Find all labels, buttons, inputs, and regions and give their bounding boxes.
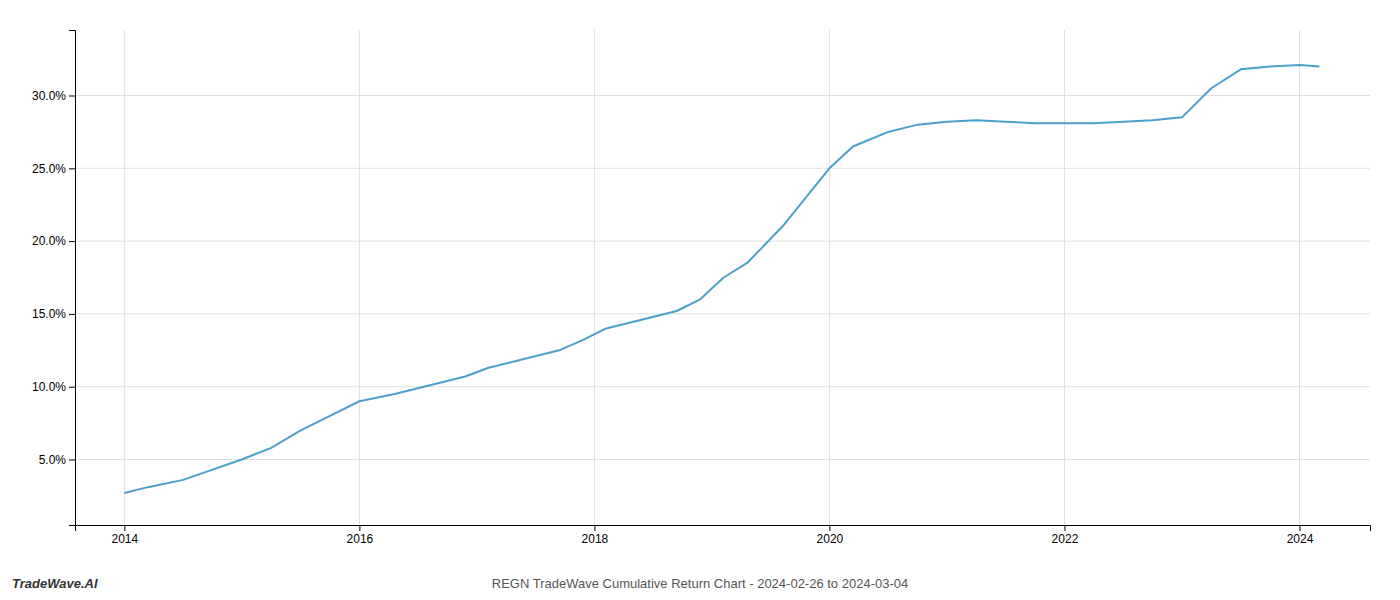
- grid-line: [75, 241, 1370, 242]
- tick-label: 15.0%: [32, 307, 66, 321]
- tick-mark: [69, 387, 75, 388]
- tick-label: 25.0%: [32, 162, 66, 176]
- tick-mark: [1064, 525, 1065, 531]
- tick-mark: [594, 525, 595, 531]
- tick-label: 2018: [582, 532, 609, 546]
- tick-label: 10.0%: [32, 380, 66, 394]
- tick: 25.0%: [32, 162, 75, 176]
- tick-label: 2014: [112, 532, 139, 546]
- tick: 2024: [1287, 525, 1314, 546]
- tick-label: 2022: [1052, 532, 1079, 546]
- tick: 30.0%: [32, 89, 75, 103]
- tick-label: 2016: [347, 532, 374, 546]
- tick: 2018: [582, 525, 609, 546]
- y-axis: 5.0% 10.0% 15.0% 20.0% 25.0% 30.0%: [32, 31, 76, 526]
- grid-line: [594, 30, 595, 525]
- grid-line: [1299, 30, 1300, 525]
- axis-line: [76, 526, 1371, 532]
- tick: 5.0%: [39, 453, 75, 467]
- tick: 20.0%: [32, 234, 75, 248]
- tick-mark: [69, 168, 75, 169]
- tick: 2020: [817, 525, 844, 546]
- grid: [75, 30, 1370, 525]
- tick-mark: [359, 525, 360, 531]
- grid-line: [829, 30, 830, 525]
- marks: [124, 65, 1319, 493]
- tick: 15.0%: [32, 307, 75, 321]
- tick-label: 20.0%: [32, 234, 66, 248]
- axis-line: [69, 31, 76, 526]
- tick-label: 5.0%: [39, 453, 67, 467]
- tick-mark: [69, 241, 75, 242]
- tick: 2014: [112, 525, 139, 546]
- tick-label: 2020: [817, 532, 844, 546]
- title: REGN TradeWave Cumulative Return Chart -…: [492, 576, 908, 591]
- grid-line: [124, 30, 125, 525]
- grid-line: [359, 30, 360, 525]
- tick: 2016: [347, 525, 374, 546]
- annotation: TradeWave.AI: [12, 576, 98, 591]
- tick-mark: [829, 525, 830, 531]
- line: [124, 65, 1319, 493]
- tick-mark: [69, 314, 75, 315]
- tick-label: 2024: [1287, 532, 1314, 546]
- grid-line: [1064, 30, 1065, 525]
- tick-mark: [124, 525, 125, 531]
- chart: 2014 2016 2018 2020 2022 2024 5.0% 10.0% 15.0% 20…: [0, 0, 1400, 600]
- tick-label: 30.0%: [32, 89, 66, 103]
- tick: 2022: [1052, 525, 1079, 546]
- grid-line: [75, 313, 1370, 314]
- tick: 10.0%: [32, 380, 75, 394]
- tick-mark: [69, 96, 75, 97]
- grid-line: [75, 168, 1370, 169]
- tick-mark: [1299, 525, 1300, 531]
- tick-mark: [69, 459, 75, 460]
- grid-line: [75, 386, 1370, 387]
- x-axis: 2014 2016 2018 2020 2022 2024: [76, 525, 1371, 546]
- grid-line: [75, 459, 1370, 460]
- grid-line: [75, 95, 1370, 96]
- plot: 2014 2016 2018 2020 2022 2024 5.0% 10.0% 15.0% 20…: [32, 30, 1371, 546]
